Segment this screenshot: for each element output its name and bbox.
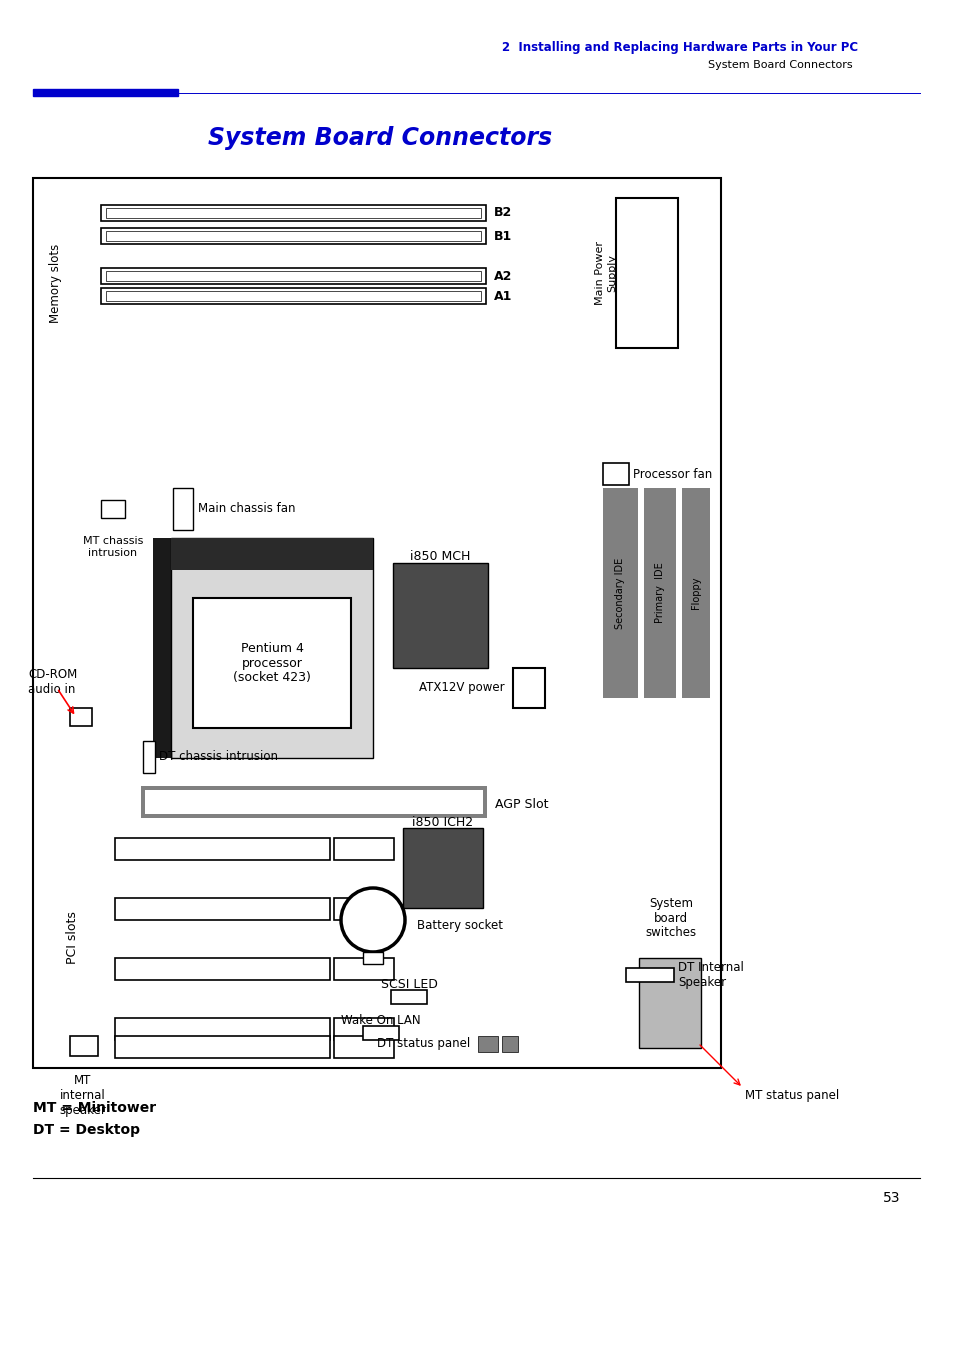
Bar bbox=[115, 959, 330, 980]
Bar bbox=[171, 538, 373, 571]
Text: Wake On LAN: Wake On LAN bbox=[341, 1014, 420, 1028]
Text: System
board
switches: System board switches bbox=[645, 896, 696, 940]
Bar bbox=[106, 208, 480, 218]
Bar bbox=[501, 1036, 517, 1052]
Text: 53: 53 bbox=[882, 1191, 899, 1205]
Text: Battery socket: Battery socket bbox=[416, 918, 502, 932]
Bar bbox=[625, 968, 673, 982]
Bar bbox=[101, 288, 485, 304]
Bar bbox=[193, 598, 351, 727]
Circle shape bbox=[340, 888, 405, 952]
Text: MT status panel: MT status panel bbox=[744, 1090, 839, 1102]
Bar bbox=[145, 790, 482, 814]
Bar bbox=[363, 1026, 398, 1040]
Text: Secondary IDE: Secondary IDE bbox=[615, 557, 625, 629]
Bar bbox=[106, 291, 480, 301]
Bar bbox=[141, 786, 486, 818]
Text: 2  Installing and Replacing Hardware Parts in Your PC: 2 Installing and Replacing Hardware Part… bbox=[501, 42, 857, 54]
Text: Memory slots: Memory slots bbox=[49, 243, 61, 323]
Text: System Board Connectors: System Board Connectors bbox=[707, 59, 851, 70]
Bar bbox=[33, 178, 720, 1068]
Text: i850 ICH2: i850 ICH2 bbox=[412, 815, 473, 829]
Text: Primary  IDE: Primary IDE bbox=[655, 562, 664, 623]
Text: Main chassis fan: Main chassis fan bbox=[198, 503, 295, 515]
Text: A2: A2 bbox=[494, 269, 512, 283]
Bar bbox=[101, 228, 485, 243]
Text: AGP Slot: AGP Slot bbox=[495, 798, 548, 810]
Text: DT status panel: DT status panel bbox=[376, 1037, 470, 1051]
Bar bbox=[334, 838, 394, 860]
Bar bbox=[393, 562, 488, 668]
Bar bbox=[143, 741, 154, 773]
Bar bbox=[681, 488, 709, 698]
Text: System Board Connectors: System Board Connectors bbox=[208, 126, 552, 150]
Bar bbox=[616, 197, 678, 347]
Text: A1: A1 bbox=[494, 289, 512, 303]
Bar bbox=[106, 270, 480, 281]
Text: Main Power
Supply: Main Power Supply bbox=[595, 241, 617, 306]
Bar bbox=[115, 1018, 330, 1040]
Text: DT Internal
Speaker: DT Internal Speaker bbox=[678, 961, 743, 990]
Bar bbox=[70, 1036, 98, 1056]
Bar bbox=[101, 206, 485, 220]
Bar bbox=[152, 538, 171, 758]
Bar bbox=[334, 898, 394, 919]
Bar bbox=[402, 827, 482, 909]
Text: B1: B1 bbox=[494, 230, 512, 242]
Bar bbox=[391, 990, 427, 1005]
Bar bbox=[363, 952, 382, 964]
Bar bbox=[33, 89, 178, 96]
Bar bbox=[115, 1036, 330, 1059]
Bar bbox=[334, 1018, 394, 1040]
Text: Floppy: Floppy bbox=[690, 577, 700, 610]
Bar bbox=[101, 268, 485, 284]
Bar bbox=[115, 898, 330, 919]
Bar bbox=[602, 462, 628, 485]
Text: MT = Minitower: MT = Minitower bbox=[33, 1101, 156, 1115]
Text: ATX12V power: ATX12V power bbox=[419, 681, 504, 695]
Bar bbox=[513, 668, 544, 708]
Bar bbox=[171, 538, 373, 758]
Bar bbox=[70, 708, 91, 726]
Text: B2: B2 bbox=[494, 207, 512, 219]
Text: i850 MCH: i850 MCH bbox=[410, 550, 470, 564]
Text: MT chassis
intrusion: MT chassis intrusion bbox=[83, 535, 143, 557]
Text: Processor fan: Processor fan bbox=[633, 468, 712, 480]
Bar bbox=[334, 1036, 394, 1059]
Bar bbox=[639, 959, 700, 1048]
Text: Pentium 4
processor
(socket 423): Pentium 4 processor (socket 423) bbox=[233, 641, 311, 684]
Bar bbox=[643, 488, 676, 698]
Text: DT = Desktop: DT = Desktop bbox=[33, 1124, 140, 1137]
Text: CD-ROM
audio in: CD-ROM audio in bbox=[28, 668, 77, 696]
Text: MT
internal
speaker: MT internal speaker bbox=[59, 1073, 107, 1117]
Text: SCSI LED: SCSI LED bbox=[380, 979, 437, 991]
Bar bbox=[477, 1036, 497, 1052]
Bar bbox=[172, 488, 193, 530]
Bar bbox=[101, 500, 125, 518]
Text: PCI slots: PCI slots bbox=[67, 911, 79, 964]
Text: DT chassis intrusion: DT chassis intrusion bbox=[159, 750, 277, 764]
Bar bbox=[106, 231, 480, 241]
Bar bbox=[334, 959, 394, 980]
Bar bbox=[602, 488, 638, 698]
Bar bbox=[115, 838, 330, 860]
